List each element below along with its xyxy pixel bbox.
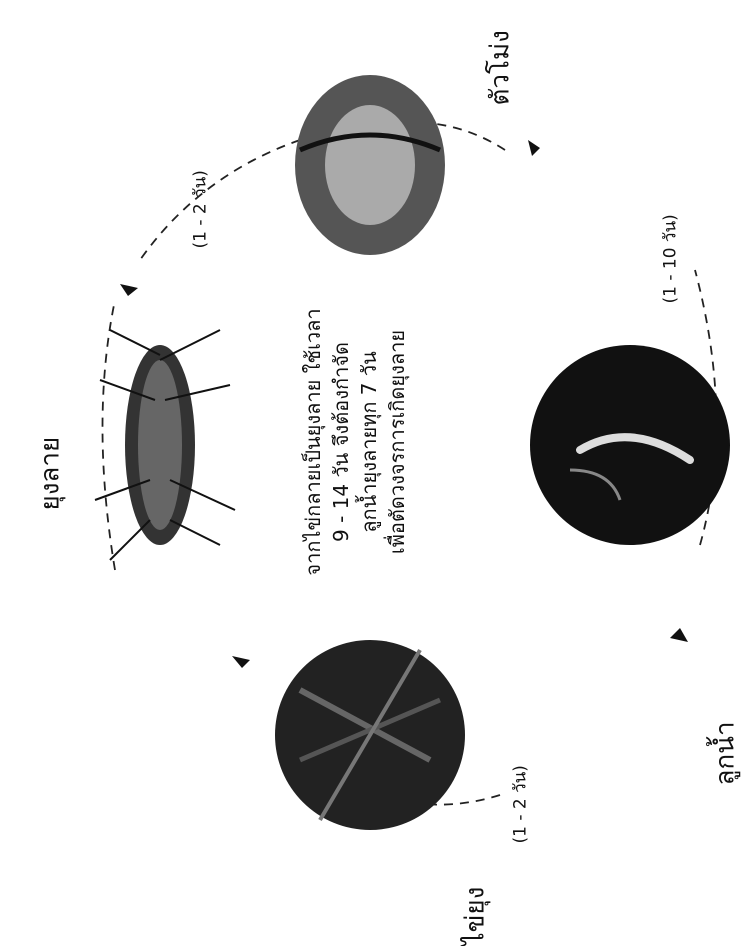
- center-line-2: 9 - 14 วัน จึงต้องกำจัด: [331, 282, 351, 602]
- stage-label-egg: ไข่ยุง: [455, 856, 496, 946]
- duration-pupa-to-larva: (1 - 10 วัน): [657, 204, 684, 304]
- arrow-icon: [670, 628, 688, 642]
- center-text: จากไข่กลายเป็นยุงลาย ใช้เวลา 9 - 14 วัน …: [303, 282, 407, 602]
- stage-label-adult: ยุงลาย: [30, 411, 71, 511]
- stage-label-pupa: ตัวโม่ง: [480, 16, 521, 106]
- duration-egg-to-larva: (1 - 2 วัน): [507, 744, 534, 844]
- mosquito-photo-icon: [95, 330, 235, 560]
- lifecycle-diagram: ยุงลาย ตัวโม่ง ลูกน้ำ ไข่ยุง (1 - 2 วัน)…: [0, 0, 743, 924]
- duration-adult-to-egg: (1 - 2 วัน): [187, 149, 214, 249]
- egg-photo-icon: [275, 640, 465, 830]
- cycle-arc-top-left: [140, 140, 300, 260]
- arrow-icon: [232, 656, 250, 668]
- cycle-arc-left: [103, 300, 116, 570]
- arrow-icon: [528, 140, 540, 156]
- pupa-photo-icon: [295, 75, 445, 255]
- center-line-3: ลูกน้ำยุงลายทุก 7 วัน: [359, 282, 379, 602]
- center-line-1: จากไข่กลายเป็นยุงลาย ใช้เวลา: [303, 282, 323, 602]
- larva-photo-icon: [530, 345, 730, 545]
- stage-label-larva: ลูกน้ำ: [705, 696, 743, 786]
- arrow-icon: [120, 284, 138, 296]
- center-line-4: เพื่อตัดวงจรการเกิดยุงลาย: [387, 282, 407, 602]
